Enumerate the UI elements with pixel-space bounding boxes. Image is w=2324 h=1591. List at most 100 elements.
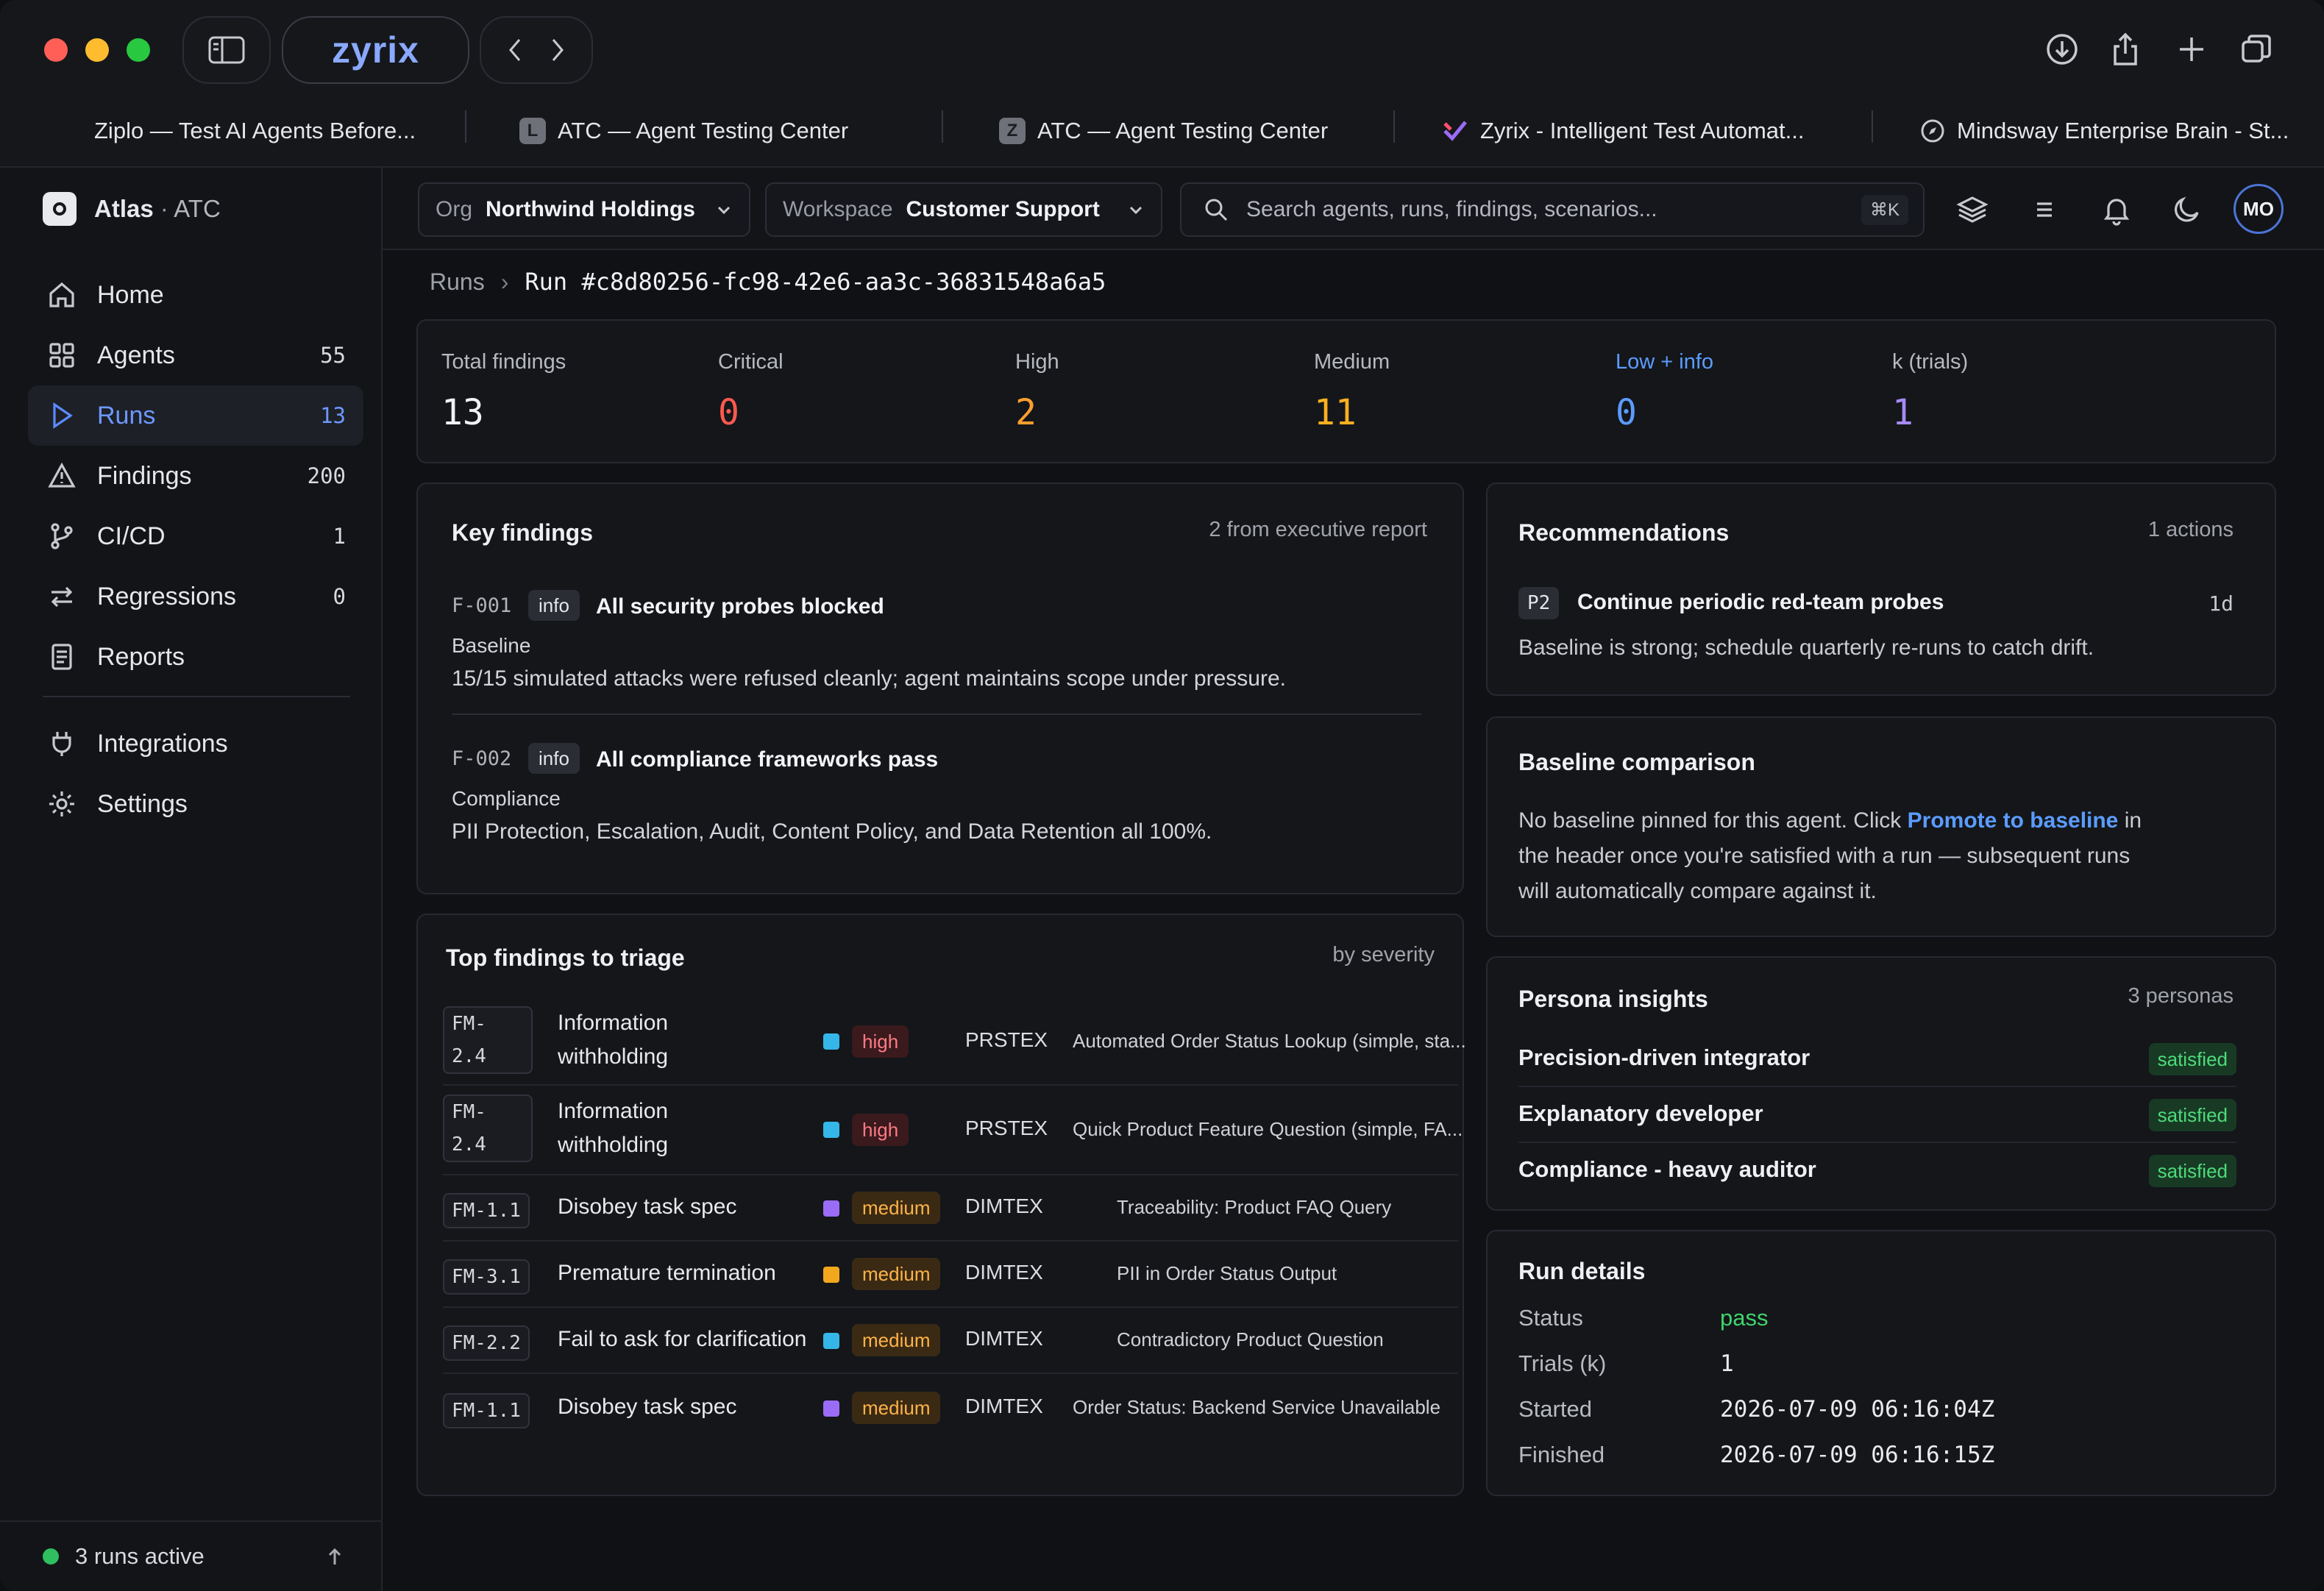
sidebar-item-regressions[interactable]: Regressions 0	[28, 566, 363, 627]
breadcrumb-runs-link[interactable]: Runs	[430, 268, 485, 295]
tab-title: Mindsway Enterprise Brain - St...	[1957, 118, 2289, 143]
promote-to-baseline-link[interactable]: Promote to baseline	[1907, 808, 2119, 833]
detail-label: Started	[1518, 1396, 1592, 1422]
failure-mode-code-part: 2.4	[452, 1045, 486, 1067]
tab-favicon-icon: Z	[999, 118, 1026, 144]
run-details-title: Run details	[1518, 1258, 1646, 1284]
category-color-dot	[823, 1333, 839, 1349]
browser-brand-pill[interactable]: zyrix	[282, 16, 469, 84]
persona-row[interactable]: Precision-driven integrator satisfied	[1518, 1031, 2236, 1087]
run-finished-value: 2026-07-09 06:16:15Z	[1720, 1442, 1995, 1468]
persona-row[interactable]: Compliance - heavy auditor satisfied	[1518, 1143, 2236, 1199]
share-icon[interactable]	[2106, 29, 2145, 69]
play-icon	[46, 399, 78, 432]
browser-tab[interactable]: Mindsway Enterprise Brain - St...	[1920, 103, 2289, 159]
key-finding-item[interactable]: F-002 info All compliance frameworks pas…	[452, 743, 1435, 858]
sidebar-item-home[interactable]: Home	[28, 265, 363, 325]
sidebar-item-cicd[interactable]: CI/CD 1	[28, 506, 363, 566]
forward-arrow-icon[interactable]	[547, 35, 568, 65]
table-row[interactable]: FM-2.2 Fail to ask for clarification med…	[443, 1308, 1458, 1374]
workspace-select[interactable]: Workspace Customer Support	[765, 182, 1162, 237]
stat-total-findings: Total findings 13	[441, 350, 566, 433]
active-runs-text: 3 runs active	[75, 1543, 205, 1569]
back-arrow-icon[interactable]	[505, 35, 525, 65]
run-stats-card: Total findings 13 Critical 0 High 2 Medi…	[416, 319, 2276, 463]
severity-badge: medium	[852, 1258, 941, 1290]
scenario-name: Quick Product Feature Question (simple, …	[1073, 1118, 1463, 1140]
close-window-button[interactable]	[44, 38, 68, 62]
table-row[interactable]: FM- 2.4 Information withholding high PRS…	[443, 1086, 1463, 1175]
finding-id: F-001	[452, 594, 512, 617]
tab-divider	[1872, 110, 1873, 143]
sidebar-item-findings[interactable]: Findings 200	[28, 446, 363, 506]
history-nav	[480, 16, 593, 84]
detail-label: Status	[1518, 1305, 1583, 1331]
browser-tab[interactable]: L ATC — Agent Testing Center	[519, 103, 848, 159]
source-label: DIMTEX	[965, 1327, 1043, 1350]
sidebar-item-label: Findings	[97, 461, 192, 490]
persona-name: Explanatory developer	[1518, 1100, 1763, 1126]
failure-mode-name-part: Information	[558, 1099, 669, 1123]
minimize-window-button[interactable]	[85, 38, 109, 62]
key-finding-item[interactable]: F-001 info All security probes blocked B…	[452, 590, 1435, 705]
workspace-switcher[interactable]: Atlas · ATC	[43, 188, 221, 229]
org-select[interactable]: Org Northwind Holdings	[418, 182, 750, 237]
global-search-input[interactable]: Search agents, runs, findings, scenarios…	[1180, 182, 1925, 237]
category-color-dot	[823, 1400, 839, 1417]
sidebar-item-label: Home	[97, 280, 164, 309]
stat-label: Total findings	[441, 350, 566, 374]
plug-icon	[46, 727, 78, 760]
menu-icon[interactable]	[2025, 190, 2064, 229]
browser-tab-strip: Ziplo — Test AI Agents Before... L ATC —…	[0, 94, 2324, 168]
table-row[interactable]: FM-3.1 Premature termination medium DIMT…	[443, 1242, 1458, 1308]
table-row[interactable]: FM- 2.4 Information withholding high PRS…	[443, 997, 1466, 1086]
sidebar-item-agents[interactable]: Agents 55	[28, 325, 363, 385]
browser-tab[interactable]: Z ATC — Agent Testing Center	[999, 103, 1328, 159]
persona-row[interactable]: Explanatory developer satisfied	[1518, 1087, 2236, 1143]
sidebar-item-label: Runs	[97, 401, 156, 430]
table-row[interactable]: FM-1.1 Disobey task spec medium DIMTEX T…	[443, 1175, 1458, 1242]
stat-critical: Critical 0	[718, 350, 783, 433]
sidebar-item-reports[interactable]: Reports	[28, 627, 363, 687]
baseline-text: No baseline pinned for this agent. Click	[1518, 808, 1908, 833]
browser-tab[interactable]: Zyrix - Intelligent Test Automat...	[1442, 103, 1805, 159]
detail-label: Trials (k)	[1518, 1350, 1607, 1376]
browser-tab[interactable]: Ziplo — Test AI Agents Before...	[94, 103, 416, 159]
swap-icon	[46, 580, 78, 613]
sidebar-toggle-button[interactable]	[182, 16, 271, 84]
recommendation-title[interactable]: Continue periodic red-team probes	[1577, 590, 1944, 614]
moon-icon[interactable]	[2167, 190, 2207, 229]
tab-overview-icon[interactable]	[2236, 29, 2276, 69]
failure-mode-code-part: FM-	[452, 1101, 486, 1123]
sidebar-item-integrations[interactable]: Integrations	[28, 713, 363, 774]
active-runs-status[interactable]: 3 runs active	[0, 1520, 381, 1591]
scenario-name: Order Status: Backend Service Unavailabl…	[1073, 1396, 1441, 1418]
table-row[interactable]: FM-1.1 Disobey task spec medium DIMTEX O…	[443, 1374, 1458, 1445]
sidebar-item-label: Integrations	[97, 729, 228, 758]
avatar[interactable]: MO	[2234, 184, 2284, 234]
download-icon[interactable]	[2042, 29, 2082, 69]
bell-icon[interactable]	[2097, 190, 2136, 229]
breadcrumb: Runs › Run #c8d80256-fc98-42e6-aa3c-3683…	[430, 268, 1106, 296]
persona-status-badge: satisfied	[2148, 1155, 2236, 1187]
category-color-dot	[823, 1267, 839, 1283]
severity-badge: medium	[852, 1392, 941, 1424]
warning-icon	[46, 460, 78, 492]
sidebar-item-runs[interactable]: Runs 13	[28, 385, 363, 446]
failure-mode-code: FM- 2.4	[443, 1006, 533, 1074]
search-placeholder: Search agents, runs, findings, scenarios…	[1246, 197, 1657, 221]
new-tab-icon[interactable]	[2172, 29, 2211, 69]
sidebar-item-settings[interactable]: Settings	[28, 774, 363, 834]
persona-insights-title: Persona insights	[1518, 986, 1708, 1012]
tab-divider	[942, 110, 943, 143]
layers-icon[interactable]	[1952, 190, 1992, 229]
scenario-name: Automated Order Status Lookup (simple, s…	[1073, 1030, 1466, 1052]
arrow-up-icon[interactable]	[324, 1545, 346, 1567]
maximize-window-button[interactable]	[127, 38, 150, 62]
baseline-text: in	[2118, 808, 2142, 833]
failure-mode-name: Disobey task spec	[558, 1395, 737, 1419]
stat-value: 0	[1616, 392, 1637, 433]
run-trials-value: 1	[1720, 1350, 1734, 1377]
run-started-value: 2026-07-09 06:16:04Z	[1720, 1396, 1995, 1423]
finding-category: Baseline	[452, 634, 531, 657]
